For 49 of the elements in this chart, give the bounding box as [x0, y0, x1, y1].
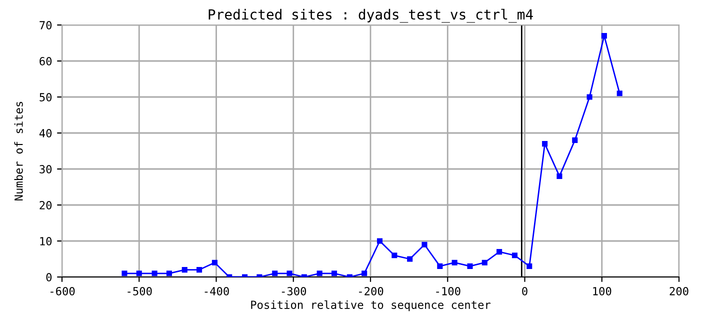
y-tick-label: 20	[40, 201, 52, 210]
point	[286, 270, 292, 276]
point	[152, 270, 158, 276]
point	[616, 90, 622, 96]
x-tick-label: -500	[128, 286, 152, 296]
y-tick-label: 0	[46, 273, 52, 282]
x-tick-label: 100	[593, 286, 612, 296]
y-tick-label: 60	[40, 57, 52, 66]
point	[407, 256, 413, 262]
point	[586, 94, 592, 100]
x-tick-label: -100	[436, 286, 460, 296]
point	[166, 270, 172, 276]
point	[272, 270, 278, 276]
x-tick-label: -200	[359, 286, 384, 296]
point	[196, 267, 202, 273]
point	[496, 249, 502, 255]
x-tick-label: -600	[50, 286, 75, 296]
x-axis-title: Position relative to sequence center	[251, 300, 490, 312]
point	[572, 137, 578, 143]
x-tick-label: 200	[670, 286, 688, 296]
point	[316, 270, 322, 276]
point	[182, 267, 188, 273]
x-tick-label: 0	[522, 286, 528, 296]
point	[467, 263, 473, 269]
y-tick-label: 50	[40, 93, 52, 102]
point	[526, 263, 532, 269]
point	[512, 252, 518, 258]
point	[556, 173, 562, 179]
point	[362, 270, 368, 276]
point	[331, 270, 338, 276]
point	[437, 263, 443, 269]
point	[136, 270, 142, 276]
y-tick-label: 40	[39, 129, 52, 138]
chart-title: Predicted sites : dyads_test_vs_ctrl_m4	[208, 8, 533, 23]
x-tick-label: -400	[204, 286, 229, 296]
point	[422, 242, 428, 248]
point	[542, 141, 548, 147]
point	[452, 260, 458, 266]
y-axis-title: Number of sites	[14, 102, 23, 200]
y-tick-label: 70	[40, 21, 52, 30]
point	[376, 238, 383, 244]
point	[482, 260, 488, 266]
x-tick-label: -300	[282, 286, 306, 296]
y-tick-label: 10	[40, 237, 52, 246]
y-tick-label: 30	[40, 165, 52, 174]
point	[601, 33, 607, 39]
point	[212, 260, 218, 266]
point	[122, 270, 128, 276]
point	[392, 252, 398, 258]
